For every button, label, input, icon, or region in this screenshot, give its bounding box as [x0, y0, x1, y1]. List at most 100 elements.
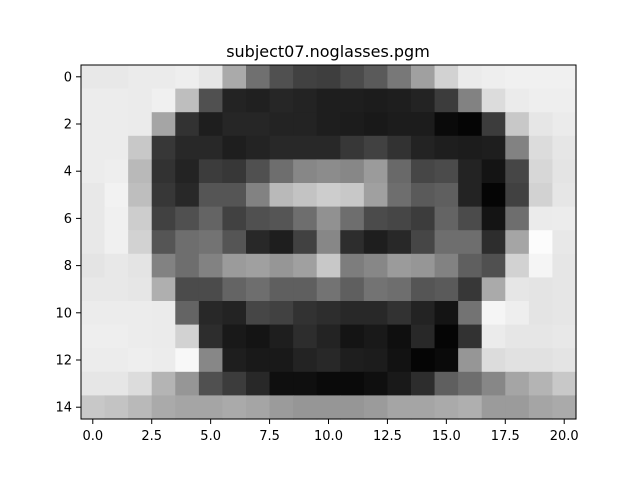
heatmap-cell	[316, 371, 341, 396]
heatmap-cell	[293, 183, 318, 208]
heatmap-cell	[458, 253, 483, 278]
heatmap-cell	[198, 183, 224, 208]
heatmap-cell	[528, 65, 554, 90]
y-tick-label: 6	[64, 212, 72, 227]
heatmap-cell	[481, 183, 506, 208]
heatmap-cell	[528, 135, 554, 160]
heatmap-cell	[151, 159, 176, 184]
heatmap-cell	[481, 230, 506, 255]
heatmap-cell	[528, 301, 554, 326]
heatmap-cell	[363, 206, 389, 231]
heatmap-cell	[458, 301, 483, 326]
heatmap-cell	[411, 206, 436, 231]
heatmap-cell	[222, 371, 247, 396]
heatmap-cell	[458, 206, 483, 231]
heatmap-cell	[104, 135, 129, 160]
heatmap-cell	[81, 301, 106, 326]
heatmap-cell	[104, 277, 129, 302]
heatmap-cell	[128, 112, 153, 137]
heatmap-cell	[222, 183, 247, 208]
heatmap-cell	[552, 159, 577, 184]
heatmap-cell	[552, 301, 577, 326]
heatmap-cell	[340, 324, 365, 349]
heatmap-cell	[316, 135, 341, 160]
x-tick-label: 0.0	[82, 429, 103, 444]
heatmap-cell	[363, 230, 389, 255]
heatmap-cell	[363, 348, 389, 373]
heatmap-cell	[434, 159, 459, 184]
heatmap-cell	[81, 65, 106, 90]
heatmap-cell	[151, 112, 176, 137]
heatmap-cell	[81, 135, 106, 160]
heatmap-cell	[198, 395, 224, 420]
x-tick-label: 5.0	[200, 429, 221, 444]
heatmap-cell	[340, 112, 365, 137]
heatmap-cell	[528, 395, 554, 420]
x-axis: 0.0 2.5 5.0 7.5 10.0 12.5 15.0 17.5 20.0	[82, 419, 579, 444]
heatmap-cell	[104, 253, 129, 278]
heatmap-cell	[505, 277, 530, 302]
heatmap-cell	[505, 88, 530, 113]
y-tick-label: 0	[64, 70, 72, 85]
heatmap-cell	[128, 348, 153, 373]
heatmap-cell	[458, 65, 483, 90]
heatmap-cell	[411, 395, 436, 420]
heatmap-cell	[246, 159, 271, 184]
heatmap-cell	[458, 348, 483, 373]
heatmap-cell	[340, 159, 365, 184]
heatmap-cell	[458, 112, 483, 137]
heatmap-cell	[151, 324, 176, 349]
heatmap-cell	[340, 277, 365, 302]
heatmap-cell	[222, 348, 247, 373]
heatmap-cell	[151, 135, 176, 160]
heatmap-cell	[269, 230, 294, 255]
heatmap-cell	[387, 183, 412, 208]
heatmap-cell	[411, 253, 436, 278]
heatmap-cell	[481, 371, 506, 396]
heatmap-cell	[387, 348, 412, 373]
heatmap-cell	[222, 301, 247, 326]
heatmap-cell	[151, 183, 176, 208]
heatmap-cell	[246, 371, 271, 396]
heatmap-cell	[151, 277, 176, 302]
heatmap-cell	[246, 206, 271, 231]
heatmap-cell	[151, 395, 176, 420]
heatmap-cell	[505, 135, 530, 160]
heatmap-cell	[293, 65, 318, 90]
heatmap-cell	[340, 206, 365, 231]
heatmap-cell	[505, 395, 530, 420]
heatmap-cell	[198, 88, 224, 113]
heatmap-cell	[411, 301, 436, 326]
y-tick-label: 2	[64, 118, 72, 133]
heatmap-cell	[222, 277, 247, 302]
heatmap-cell	[81, 88, 106, 113]
heatmap-cell	[128, 135, 153, 160]
heatmap-cell	[198, 230, 224, 255]
heatmap-cell	[128, 253, 153, 278]
heatmap-cell	[505, 230, 530, 255]
y-axis: 0 2 4 6 8 10 12 14	[55, 70, 81, 416]
heatmap-cell	[104, 301, 129, 326]
heatmap-cell	[481, 301, 506, 326]
x-tick-label: 10.0	[314, 429, 343, 444]
heatmap-cell	[222, 135, 247, 160]
heatmap-cell	[246, 230, 271, 255]
heatmap-cell	[340, 371, 365, 396]
heatmap-cell	[505, 65, 530, 90]
heatmap-cell	[434, 206, 459, 231]
heatmap-cell	[387, 301, 412, 326]
heatmap-cell	[198, 371, 224, 396]
heatmap-cell	[81, 277, 106, 302]
heatmap-cell	[293, 301, 318, 326]
heatmap-cell	[175, 65, 200, 90]
heatmap-cell	[316, 88, 341, 113]
heatmap-cell	[198, 348, 224, 373]
heatmap-cell	[81, 348, 106, 373]
heatmap-cell	[316, 301, 341, 326]
heatmap-cell	[528, 371, 554, 396]
heatmap-cell	[316, 183, 341, 208]
heatmap-cell	[552, 253, 577, 278]
heatmap-cell	[151, 230, 176, 255]
heatmap-cell	[81, 159, 106, 184]
heatmap-cell	[528, 112, 554, 137]
